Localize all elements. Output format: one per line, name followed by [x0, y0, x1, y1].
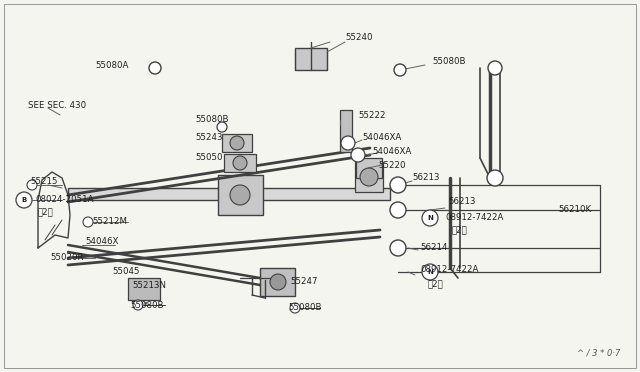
Circle shape: [149, 62, 161, 74]
Text: 55222: 55222: [358, 110, 385, 119]
Bar: [356, 158, 382, 178]
Circle shape: [394, 64, 406, 76]
Circle shape: [230, 185, 250, 205]
Text: 08912-7422A: 08912-7422A: [445, 214, 504, 222]
Circle shape: [487, 170, 503, 186]
Bar: [340, 110, 352, 152]
Text: 55212M: 55212M: [92, 218, 127, 227]
Text: 55215: 55215: [30, 177, 58, 186]
Bar: [224, 154, 256, 172]
Circle shape: [233, 156, 247, 170]
Circle shape: [390, 202, 406, 218]
Bar: [355, 162, 383, 192]
Text: N: N: [427, 215, 433, 221]
Text: 55080B: 55080B: [130, 301, 163, 310]
Text: 55045: 55045: [112, 267, 140, 276]
Text: 55220: 55220: [378, 160, 406, 170]
Circle shape: [351, 148, 365, 162]
Circle shape: [133, 300, 143, 310]
Text: 56213: 56213: [412, 173, 440, 183]
Text: ^ / 3 * 0·7: ^ / 3 * 0·7: [577, 349, 620, 358]
Circle shape: [422, 210, 438, 226]
Text: 56214: 56214: [420, 244, 447, 253]
Text: 56213: 56213: [448, 198, 476, 206]
Circle shape: [360, 168, 378, 186]
Text: 54046X: 54046X: [85, 237, 118, 247]
Circle shape: [390, 240, 406, 256]
Bar: [260, 268, 295, 296]
Circle shape: [488, 61, 502, 75]
Text: SEE SEC. 430: SEE SEC. 430: [28, 100, 86, 109]
Text: 55247: 55247: [290, 278, 317, 286]
Text: 〨2〩: 〨2〩: [428, 279, 444, 289]
Circle shape: [27, 180, 37, 190]
Text: 55080B: 55080B: [195, 115, 228, 125]
Text: 56210K: 56210K: [558, 205, 591, 215]
Text: 54046XA: 54046XA: [372, 148, 412, 157]
Text: 55080B: 55080B: [432, 58, 465, 67]
Text: 55050: 55050: [195, 154, 223, 163]
Text: 55213N: 55213N: [132, 280, 166, 289]
Text: 55240: 55240: [345, 33, 372, 42]
Circle shape: [341, 136, 355, 150]
Bar: [295, 48, 327, 70]
Circle shape: [230, 136, 244, 150]
Circle shape: [83, 217, 93, 227]
Bar: [218, 175, 263, 215]
Text: 55243: 55243: [195, 134, 223, 142]
Text: B: B: [143, 302, 147, 308]
Text: 55080A: 55080A: [95, 61, 129, 70]
Text: 54046XA: 54046XA: [362, 134, 401, 142]
Text: B: B: [21, 197, 27, 203]
Circle shape: [270, 274, 286, 290]
Circle shape: [16, 192, 32, 208]
Text: 55080B: 55080B: [288, 304, 321, 312]
Text: N: N: [427, 269, 433, 275]
Circle shape: [217, 122, 227, 132]
Bar: [222, 134, 252, 152]
Text: 〨2〩: 〨2〩: [38, 208, 54, 217]
Text: 55020R: 55020R: [50, 253, 83, 263]
Circle shape: [390, 177, 406, 193]
Circle shape: [422, 264, 438, 280]
Text: 〨2〩: 〨2〩: [452, 225, 468, 234]
Text: 08912-7422A: 08912-7422A: [420, 266, 478, 275]
Text: 08024-2051A: 08024-2051A: [35, 196, 93, 205]
Bar: [68, 188, 390, 200]
Bar: [128, 278, 160, 300]
Circle shape: [290, 303, 300, 313]
